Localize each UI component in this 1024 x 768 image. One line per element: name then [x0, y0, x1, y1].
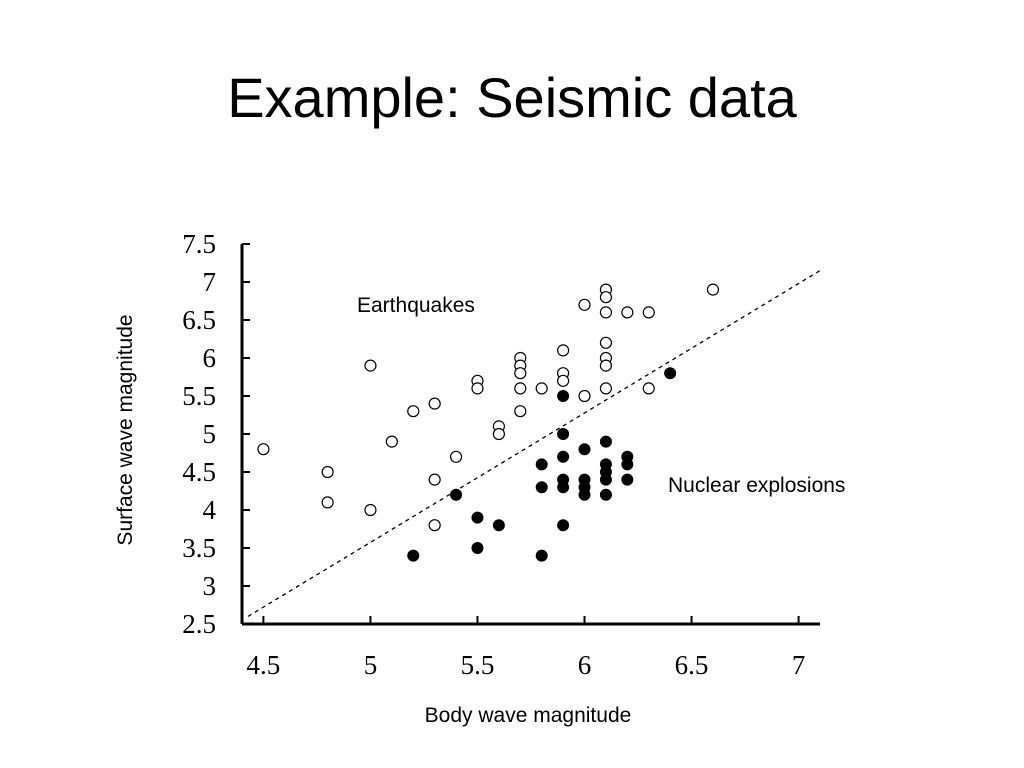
nuclear-explosion-point — [557, 428, 570, 440]
earthquake-point — [599, 336, 613, 349]
annotation-earthquakes: Earthquakes — [357, 294, 475, 317]
y-tick-label: 4.5 — [182, 457, 216, 487]
earthquake-point — [557, 344, 570, 357]
nuclear-explosion-point — [492, 519, 505, 532]
earthquake-point — [321, 465, 334, 479]
earthquake-point — [428, 473, 441, 486]
x-tick-label: 5.5 — [461, 650, 495, 680]
nuclear-explosion-point — [557, 390, 570, 402]
x-tick-label: 6 — [578, 650, 592, 680]
nuclear-explosion-point — [578, 443, 591, 456]
earthquake-point — [578, 389, 591, 403]
nuclear-explosion-point — [557, 481, 570, 494]
earthquake-point — [407, 405, 420, 418]
nuclear-explosion-point — [407, 549, 420, 562]
annotation-nuclear-explosions: Nuclear explosions — [668, 474, 845, 497]
earthquake-point — [514, 367, 527, 380]
earthquake-point — [706, 283, 720, 296]
earthquake-point — [599, 291, 613, 304]
dashed-divider-line — [247, 270, 821, 617]
y-tick-label: 3.5 — [182, 533, 216, 563]
y-tick-label: 7 — [203, 267, 217, 297]
earthquake-point — [514, 382, 527, 395]
earthquake-point — [428, 519, 441, 532]
y-tick-label: 6.5 — [182, 305, 216, 335]
earthquake-point — [428, 397, 441, 410]
nuclear-explosion-point — [557, 519, 570, 532]
earthquake-point — [449, 450, 463, 463]
x-tick-label: 5 — [364, 650, 378, 680]
divider-line — [247, 270, 821, 617]
x-axis-title: Body wave magnitude — [425, 704, 632, 727]
earthquake-point — [492, 427, 505, 441]
nuclear-explosion-point — [535, 458, 548, 471]
nuclear-explosion-point — [471, 511, 484, 524]
earthquake-point — [471, 382, 484, 395]
earthquake-point — [599, 306, 613, 319]
earthquake-point — [642, 382, 655, 395]
nuclear-explosion-point — [578, 488, 591, 501]
earthquake-point — [257, 443, 270, 456]
x-tick-label: 7 — [792, 650, 806, 680]
earthquake-point — [599, 359, 613, 372]
earthquake-point — [621, 306, 634, 319]
y-tick-label: 6 — [203, 343, 217, 373]
y-tick-label: 7.5 — [182, 229, 216, 259]
y-tick-label: 5 — [203, 419, 217, 449]
earthquake-point — [578, 298, 591, 311]
tick-labels: 2.5 3 3.5 4 4.5 5 5.5 6 6.5 7 7.5 4.5 5 5.5 6 6.5 7 — [182, 229, 805, 680]
earthquake-point — [599, 382, 613, 395]
nuclear-explosion-point — [599, 488, 612, 501]
earthquake-point — [557, 374, 570, 387]
y-tick-label: 2.5 — [182, 609, 216, 639]
nuclear-explosion-point — [471, 542, 484, 554]
earthquake-point — [642, 306, 655, 319]
data-points — [257, 283, 720, 562]
nuclear-explosion-point — [599, 473, 612, 486]
earthquake-point — [535, 382, 548, 395]
nuclear-explosion-point — [599, 435, 612, 448]
nuclear-explosion-point — [557, 450, 570, 463]
y-tick-label: 5.5 — [182, 381, 216, 411]
earthquake-point — [514, 405, 527, 418]
nuclear-explosion-point — [664, 367, 677, 380]
nuclear-explosion-point — [621, 458, 634, 471]
earthquake-point — [364, 359, 377, 372]
earthquake-point — [364, 503, 377, 517]
nuclear-explosion-point — [535, 481, 548, 494]
slide-title: Example: Seismic data — [227, 66, 797, 129]
x-tick-label: 4.5 — [247, 650, 281, 680]
nuclear-explosion-point — [535, 549, 548, 562]
y-tick-label: 3 — [203, 571, 217, 601]
earthquake-point — [321, 496, 334, 509]
y-axis-title: Surface wave magnitude — [114, 314, 137, 545]
earthquake-point — [385, 435, 398, 448]
x-tick-label: 6.5 — [675, 650, 709, 680]
y-tick-label: 4 — [203, 495, 217, 525]
nuclear-explosion-point — [621, 473, 634, 486]
nuclear-explosion-point — [450, 488, 463, 501]
chart-axes — [240, 243, 820, 626]
